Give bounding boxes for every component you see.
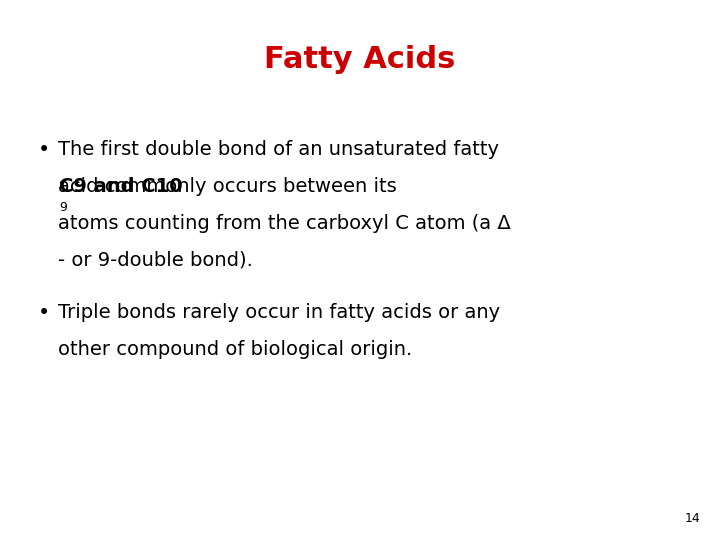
Text: Triple bonds rarely occur in fatty acids or any: Triple bonds rarely occur in fatty acids… (58, 303, 500, 322)
Text: 9: 9 (59, 201, 67, 214)
Text: 14: 14 (684, 512, 700, 525)
Text: The first double bond of an unsaturated fatty: The first double bond of an unsaturated … (58, 140, 499, 159)
Text: atoms counting from the carboxyl C atom (a Δ: atoms counting from the carboxyl C atom … (58, 214, 510, 233)
Text: other compound of biological origin.: other compound of biological origin. (58, 340, 413, 359)
Text: •: • (38, 140, 50, 160)
Text: - or 9-double bond).: - or 9-double bond). (58, 251, 253, 270)
Text: Fatty Acids: Fatty Acids (264, 45, 456, 74)
Text: acid commonly occurs between its: acid commonly occurs between its (58, 177, 403, 196)
Text: •: • (38, 303, 50, 323)
Text: C9 and C10: C9 and C10 (59, 177, 183, 196)
